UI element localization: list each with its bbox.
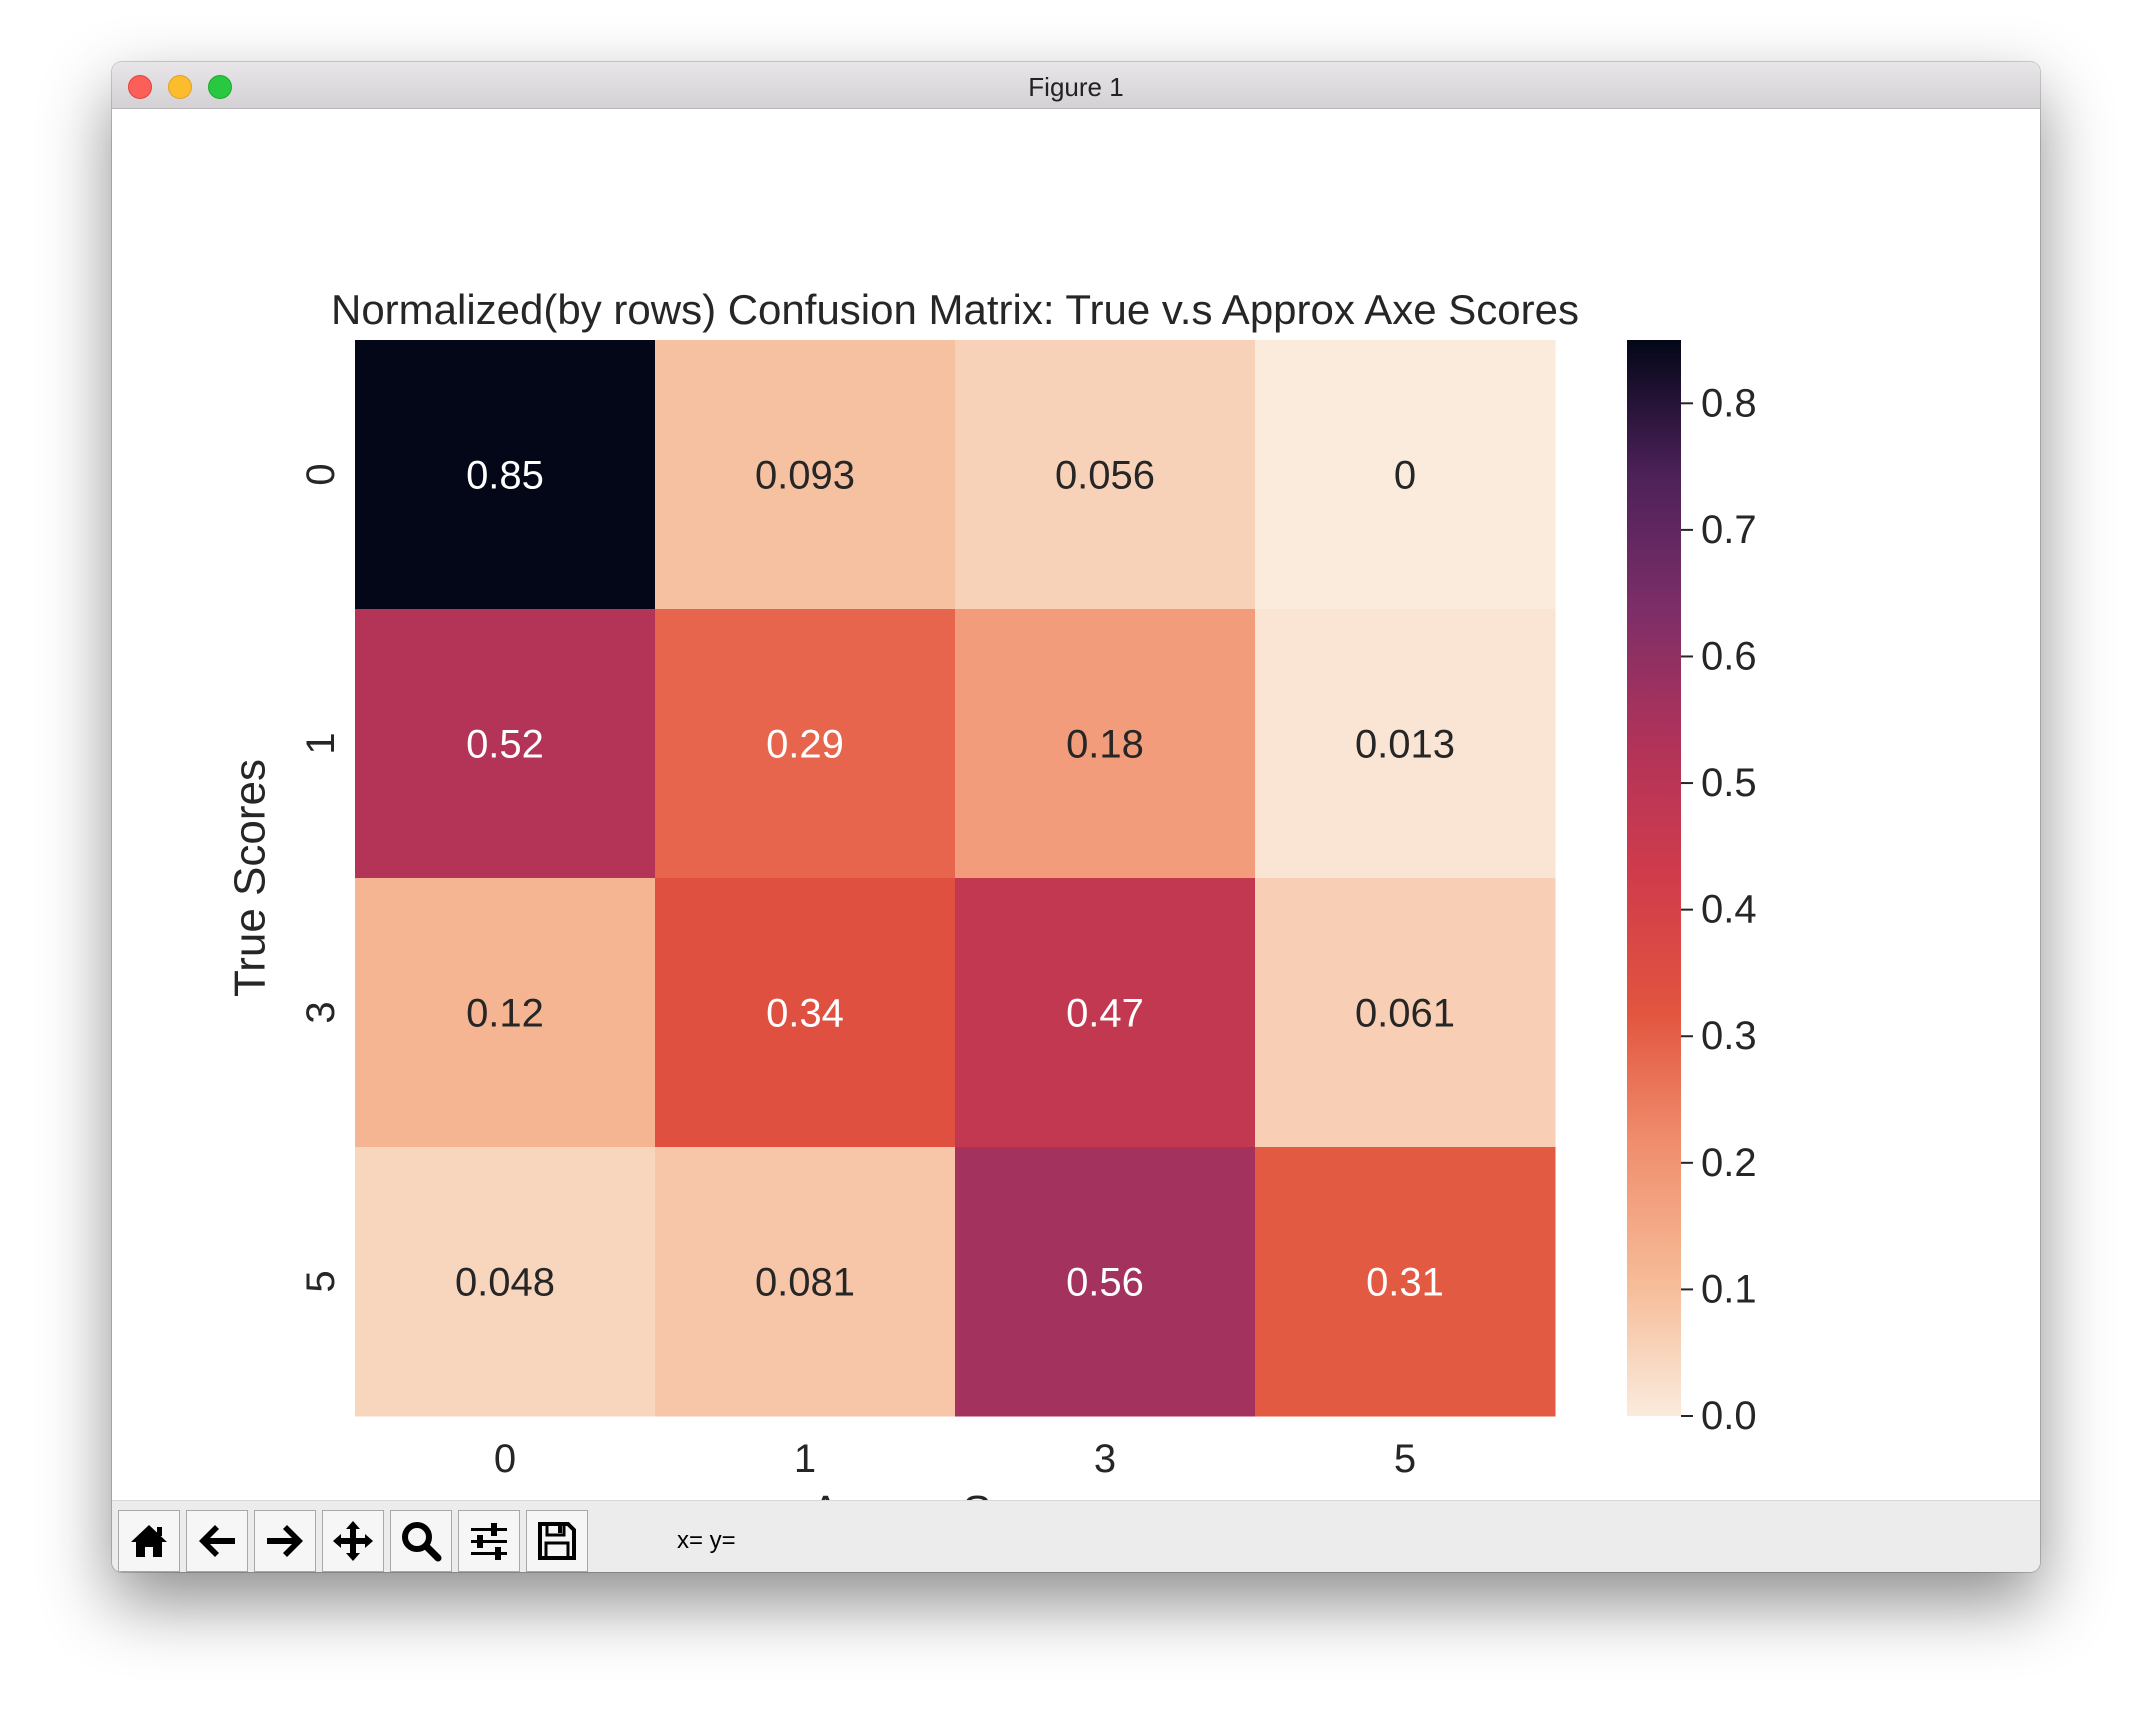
cell-value-label: 0.093 [755, 454, 855, 498]
colorbar-tick-label: 0.4 [1701, 888, 1757, 932]
heatmap-cell [1255, 609, 1556, 879]
heatmap-cell [955, 609, 1256, 879]
heatmap-cell [355, 1147, 656, 1417]
cell-value-label: 0.18 [1066, 723, 1144, 767]
y-tick-label: 1 [299, 732, 343, 754]
heatmap-cell [955, 340, 1256, 610]
x-tick-label: 0 [494, 1437, 516, 1481]
heatmap-cell [1255, 878, 1556, 1148]
cell-value-label: 0.56 [1066, 1261, 1144, 1305]
heatmap-cell [355, 340, 656, 610]
navigation-toolbar: x= y= [112, 1500, 2040, 1572]
home-button[interactable] [118, 1510, 180, 1572]
heatmap-cell [1255, 1147, 1556, 1417]
y-tick-label: 0 [299, 463, 343, 485]
cell-value-label: 0.12 [466, 992, 544, 1036]
x-tick-label: 1 [794, 1437, 816, 1481]
figure-window: Figure 1 Normalized(by rows) Confusion M… [112, 62, 2040, 1572]
colorbar-tick-label: 0.6 [1701, 634, 1757, 678]
y-tick-label: 3 [299, 1001, 343, 1023]
move-icon [333, 1521, 373, 1561]
y-axis-label: True Scores [226, 759, 275, 997]
colorbar-tick-label: 0.5 [1701, 761, 1757, 805]
heatmap-cell [655, 1147, 956, 1417]
heatmap-cell [655, 340, 956, 610]
cell-value-label: 0.52 [466, 723, 544, 767]
heatmap-cell [355, 878, 656, 1148]
sliders-icon [471, 1523, 507, 1560]
floppy-disk-icon [538, 1522, 576, 1560]
colorbar-tick-label: 0.0 [1701, 1394, 1757, 1438]
cell-value-label: 0.29 [766, 723, 844, 767]
pan-button[interactable] [322, 1510, 384, 1572]
save-button[interactable] [526, 1510, 588, 1572]
chart-title: Normalized(by rows) Confusion Matrix: Tr… [331, 286, 1579, 333]
cell-value-label: 0.47 [1066, 992, 1144, 1036]
cell-value-label: 0.34 [766, 992, 844, 1036]
colorbar-tick-label: 0.8 [1701, 381, 1757, 425]
cell-value-label: 0.081 [755, 1261, 855, 1305]
cursor-coordinates: x= y= [677, 1527, 736, 1554]
cell-value-label: 0.013 [1355, 723, 1455, 767]
title-bar: Figure 1 [112, 62, 2040, 109]
zoom-button[interactable] [390, 1510, 452, 1572]
arrow-left-icon [199, 1525, 235, 1557]
colorbar-tick-label: 0.1 [1701, 1267, 1757, 1311]
minimize-window-button[interactable] [168, 75, 192, 99]
cell-value-label: 0.048 [455, 1261, 555, 1305]
forward-button[interactable] [254, 1510, 316, 1572]
colorbar [1627, 340, 1681, 1416]
plot-area: Normalized(by rows) Confusion Matrix: Tr… [112, 109, 2040, 1561]
cell-value-label: 0.31 [1366, 1261, 1444, 1305]
x-tick-label: 5 [1394, 1437, 1416, 1481]
home-icon [131, 1525, 167, 1557]
cell-value-label: 0.85 [466, 454, 544, 498]
window-title: Figure 1 [1028, 72, 1124, 102]
back-button[interactable] [186, 1510, 248, 1572]
colorbar-tick-label: 0.3 [1701, 1014, 1757, 1058]
colorbar-tick-label: 0.2 [1701, 1141, 1757, 1185]
cell-value-label: 0 [1394, 454, 1416, 498]
heatmap-cell [955, 1147, 1256, 1417]
x-axis-label: Approx Scores [811, 1487, 1100, 1500]
heatmap-cell [655, 878, 956, 1148]
heatmap-cell [355, 609, 656, 879]
y-tick-label: 5 [299, 1270, 343, 1292]
cell-value-label: 0.056 [1055, 454, 1155, 498]
x-tick-label: 3 [1094, 1437, 1116, 1481]
configure-subplots-button[interactable] [458, 1510, 520, 1572]
heatmap-cell [1255, 340, 1556, 610]
magnifier-icon [402, 1522, 442, 1562]
heatmap-chart: Normalized(by rows) Confusion Matrix: Tr… [226, 286, 1757, 1536]
cell-value-label: 0.061 [1355, 992, 1455, 1036]
maximize-window-button[interactable] [208, 75, 232, 99]
close-window-button[interactable] [128, 75, 152, 99]
heatmap-cell [655, 609, 956, 879]
colorbar-tick-label: 0.7 [1701, 508, 1757, 552]
arrow-right-icon [267, 1525, 303, 1557]
heatmap-cell [955, 878, 1256, 1148]
